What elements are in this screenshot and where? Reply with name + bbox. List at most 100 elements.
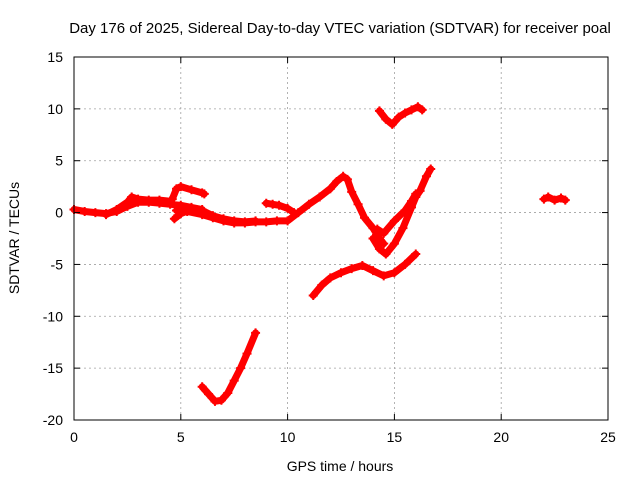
data-point <box>325 184 335 194</box>
axis-ticks: 0 5 10 15 20 25 -20 -15 -10 -5 0 5 10 15 <box>43 49 616 445</box>
data-point <box>368 234 378 243</box>
data-point <box>336 268 346 278</box>
x-tick-label: 0 <box>70 429 78 445</box>
data-point <box>389 216 399 226</box>
data-point <box>199 189 209 199</box>
data-point <box>347 264 357 274</box>
data-point <box>400 259 410 269</box>
data-point <box>400 205 410 215</box>
data-point <box>304 199 314 209</box>
data-point <box>186 185 196 195</box>
data-point <box>560 195 570 205</box>
y-tick-label: 5 <box>55 153 63 169</box>
data-point <box>317 280 327 290</box>
data-point <box>268 199 278 209</box>
data-point <box>240 217 250 227</box>
data-point <box>332 176 342 186</box>
data-point <box>229 376 239 386</box>
data-point <box>261 198 271 208</box>
series-track-8 <box>372 189 421 238</box>
data-point <box>394 112 404 122</box>
data-point <box>381 249 391 259</box>
data-point <box>186 204 196 214</box>
data-point <box>389 239 399 249</box>
y-tick-label: 15 <box>47 49 63 65</box>
data-point <box>242 349 252 359</box>
x-tick-label: 20 <box>493 429 509 445</box>
data-point <box>379 228 389 238</box>
data-point <box>216 395 226 405</box>
data-point <box>261 217 271 227</box>
data-point <box>289 208 299 218</box>
data-point <box>229 216 239 226</box>
y-tick-label: -5 <box>51 256 64 272</box>
x-tick-label: 10 <box>280 429 296 445</box>
data-point <box>342 174 352 184</box>
data-point <box>357 260 367 270</box>
data-series <box>69 102 570 406</box>
y-tick-label: -20 <box>43 412 63 428</box>
y-tick-label: -10 <box>43 308 63 324</box>
data-point <box>283 203 293 213</box>
data-point <box>359 213 369 223</box>
data-point <box>208 211 218 221</box>
y-axis-label: SDTVAR / TECUs <box>6 182 22 294</box>
data-point <box>223 388 233 398</box>
data-point <box>176 209 186 219</box>
data-point <box>368 266 378 276</box>
data-point <box>210 396 220 406</box>
series-track-2 <box>101 192 175 220</box>
data-point <box>90 208 100 218</box>
data-point <box>379 271 389 281</box>
data-point <box>127 192 137 202</box>
x-axis-label: GPS time / hours <box>287 458 394 474</box>
data-point <box>112 204 122 214</box>
data-point <box>379 239 389 249</box>
data-point <box>272 216 282 226</box>
grid <box>74 57 608 420</box>
data-point <box>167 194 177 204</box>
data-point <box>204 389 214 399</box>
chart-title: Day 176 of 2025, Sidereal Day-to-day VTE… <box>69 20 611 37</box>
data-point <box>219 214 229 224</box>
data-point <box>236 363 246 373</box>
series-track-11 <box>374 102 427 129</box>
data-point <box>251 216 261 226</box>
series-track-3 <box>167 182 209 204</box>
data-point <box>543 192 553 202</box>
y-tick-label: 0 <box>55 205 63 221</box>
data-point <box>387 119 397 129</box>
series-track-13 <box>539 192 570 205</box>
data-point <box>398 223 408 233</box>
data-point <box>353 199 363 209</box>
data-point <box>274 200 284 210</box>
series-track-9 <box>415 164 436 196</box>
data-point <box>133 194 143 204</box>
data-point <box>411 249 421 259</box>
data-point <box>251 328 261 338</box>
data-point <box>308 291 318 301</box>
series-track-12 <box>197 328 261 406</box>
data-point <box>197 205 207 215</box>
data-point <box>176 182 186 192</box>
x-tick-label: 5 <box>177 429 185 445</box>
data-point <box>426 164 436 174</box>
data-point <box>197 382 207 392</box>
data-point <box>421 171 431 181</box>
data-point <box>169 214 179 224</box>
data-point <box>406 196 416 206</box>
data-point <box>417 105 427 115</box>
data-point <box>372 224 382 234</box>
y-tick-label: 10 <box>47 101 63 117</box>
x-tick-label: 15 <box>387 429 403 445</box>
data-point <box>381 114 391 124</box>
data-point <box>406 105 416 115</box>
data-point <box>400 108 410 118</box>
data-point <box>122 197 132 207</box>
data-point <box>374 106 384 116</box>
series-track-10 <box>308 249 421 301</box>
data-point <box>80 207 90 217</box>
data-point <box>315 192 325 202</box>
